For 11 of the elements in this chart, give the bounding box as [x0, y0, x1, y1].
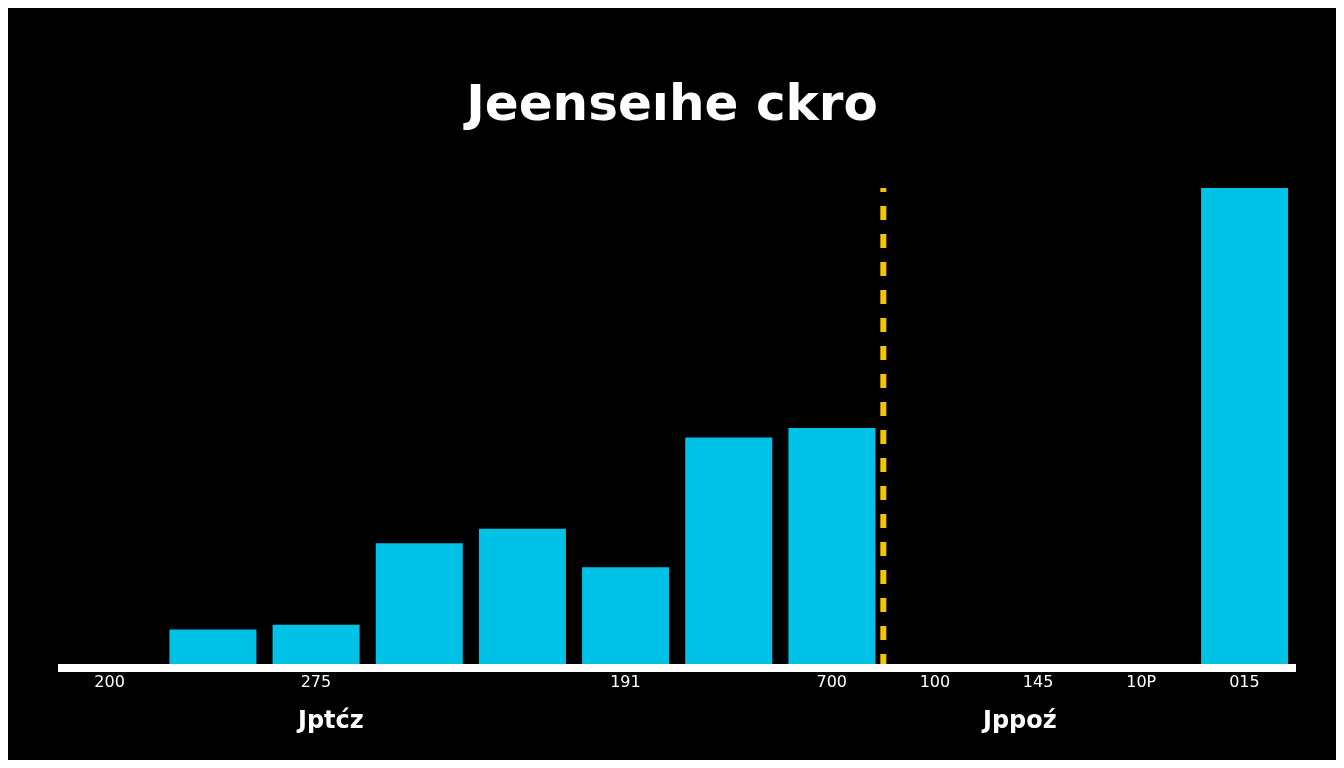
text: Jppoź [983, 706, 1057, 734]
x-tick-label: 100 [919, 672, 951, 692]
x-tick-label: 200 [94, 672, 125, 692]
x-tick-label: 275 [300, 672, 332, 692]
x-tick-label: 700 [816, 672, 848, 692]
chart-title: Jeenseıhe ckro [462, 74, 879, 132]
x-tick-label: 10P [1126, 672, 1157, 692]
x-tick-label: 145 [1022, 672, 1054, 692]
x-tick-label: 191 [610, 672, 641, 692]
x-tick-label: 015 [1229, 672, 1260, 692]
text: Jptćz [298, 706, 364, 734]
